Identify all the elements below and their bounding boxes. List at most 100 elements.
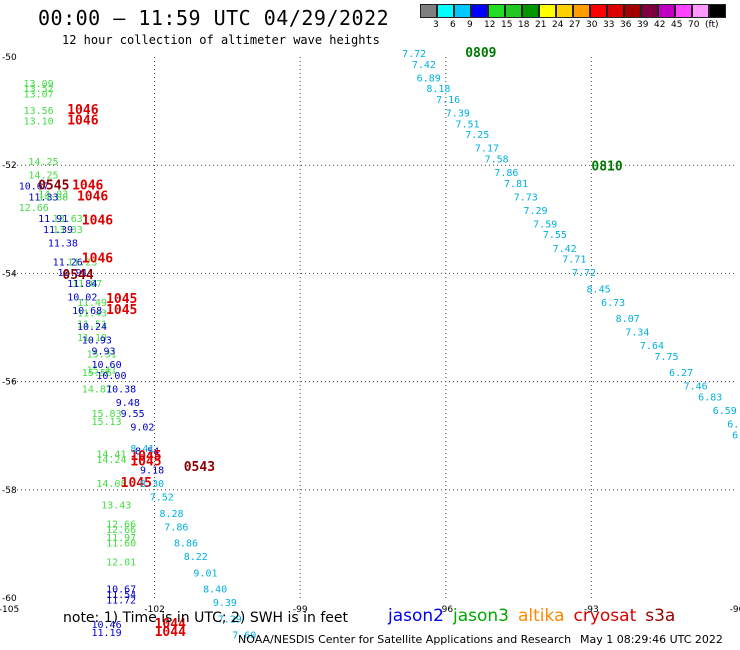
data-point-label: 7.17 xyxy=(475,144,499,155)
longitude-tick-label: -102 xyxy=(144,605,164,615)
satellite-legend: jason2 jason3 altika cryosat s3a xyxy=(388,606,684,626)
data-point-label: 13.63 xyxy=(53,214,83,225)
data-point-label: 10.67 xyxy=(19,182,49,193)
data-point-label: 13.09 xyxy=(24,79,54,90)
data-point-label: 7.16 xyxy=(436,95,460,106)
longitude-tick-label: -90 xyxy=(730,605,740,615)
color-legend: 3 6 9 12 15 18 21 24 27 30 33 36 39 42 45 70 (ft) xyxy=(420,4,726,32)
data-point-label: 14.24 xyxy=(96,455,126,466)
satellite-legend-s3a: s3a xyxy=(645,606,676,626)
data-point-label: 7.55 xyxy=(543,230,567,241)
data-point-label: 10.91 xyxy=(58,268,88,279)
data-point-label: 1045 xyxy=(130,449,161,464)
data-point-label: 8.22 xyxy=(184,552,208,563)
data-point-label: 1044 xyxy=(155,617,186,632)
data-point-label: 15.13 xyxy=(92,417,122,428)
credit-text: NOAA/NESDIS Center for Satellite Applica… xyxy=(238,633,572,646)
data-point-label: 11.72 xyxy=(106,595,136,606)
data-point-label: 15.83 xyxy=(92,409,122,420)
legend-swatch xyxy=(454,4,471,18)
data-point-label: 0544 xyxy=(62,268,93,283)
page-title: 00:00 – 11:59 UTC 04/29/2022 xyxy=(38,6,390,30)
legend-label: 42 xyxy=(654,20,666,30)
legend-swatch xyxy=(488,4,505,18)
data-point-label: 11.49 xyxy=(77,298,107,309)
data-point-label: 1044 xyxy=(155,625,186,640)
legend-label: 18 xyxy=(518,20,530,30)
data-point-label: 11.43 xyxy=(77,309,107,320)
data-point-label: 11.60 xyxy=(106,539,136,550)
data-point-label: 0545 xyxy=(38,179,69,194)
longitude-tick-label: -99 xyxy=(293,605,308,615)
data-point-label: 1046 xyxy=(72,179,103,194)
data-point-label: 11.33 xyxy=(28,192,58,203)
data-point-label: 6.27 xyxy=(669,368,693,379)
data-point-label: 6 xyxy=(732,430,738,441)
data-point-label: 1046 xyxy=(77,189,108,204)
data-point-label: 6.6 xyxy=(727,420,740,431)
legend-label: 36 xyxy=(620,20,632,30)
data-point-label: 13.10 xyxy=(24,117,54,128)
data-point-label: 11.91 xyxy=(38,214,68,225)
data-point-label: 12.66 xyxy=(19,203,49,214)
data-point-label: 13.43 xyxy=(101,501,131,512)
data-point-label: 11.19 xyxy=(77,333,107,344)
legend-swatch xyxy=(641,4,658,18)
data-point-label: 7.59 xyxy=(533,219,557,230)
legend-swatch xyxy=(539,4,556,18)
data-point-label: 7.34 xyxy=(625,328,649,339)
data-point-label: 11.97 xyxy=(106,533,136,544)
data-point-label: 10.67 xyxy=(106,585,136,596)
data-point-label: 10.24 xyxy=(77,322,107,333)
legend-swatch xyxy=(556,4,573,18)
data-point-label: 8.45 xyxy=(587,284,611,295)
data-point-label: 11.19 xyxy=(92,628,122,639)
data-point-label: 8.40 xyxy=(203,585,227,596)
data-point-label: 8.28 xyxy=(159,509,183,520)
data-point-label: 11.23 xyxy=(67,257,97,268)
latitude-tick-label: -58 xyxy=(2,486,17,496)
data-point-label: 1045 xyxy=(130,454,161,469)
data-point-label: 12.66 xyxy=(106,525,136,536)
data-point-label: 14.03 xyxy=(38,190,68,201)
generated-timestamp: May 1 08:29:46 UTC 2022 xyxy=(580,633,723,646)
data-point-label: 14.41 xyxy=(96,449,126,460)
data-point-label: 6.59 xyxy=(713,406,737,417)
data-point-label: 14.25 xyxy=(28,157,58,168)
legend-swatch xyxy=(522,4,539,18)
latitude-tick-label: -60 xyxy=(2,594,17,604)
data-point-label: 14.25 xyxy=(28,171,58,182)
data-point-label: 1045 xyxy=(106,303,137,318)
footer-note: note: 1) Time is in UTC; 2) SWH is in fe… xyxy=(63,610,349,626)
data-point-label: 11.26 xyxy=(53,257,83,268)
data-point-label: 10.02 xyxy=(67,292,97,303)
data-point-label: 7.52 xyxy=(150,493,174,504)
legend-label: 15 xyxy=(501,20,513,30)
data-point-label: 0810 xyxy=(591,160,622,175)
data-point-label: 6.73 xyxy=(601,298,625,309)
data-point-label: 10.38 xyxy=(106,384,136,395)
satellite-legend-jason3: jason3 xyxy=(453,606,509,626)
legend-label: 30 xyxy=(586,20,598,30)
legend-label: 24 xyxy=(552,20,564,30)
legend-label: 3 xyxy=(433,20,439,30)
data-point-label: 8.54 xyxy=(135,447,159,458)
data-point-label: 15.56 xyxy=(82,368,112,379)
legend-swatch xyxy=(505,4,522,18)
data-point-label: 10.93 xyxy=(82,336,112,347)
legend-swatch xyxy=(420,4,437,18)
data-point-label: 1046 xyxy=(67,103,98,118)
longitude-tick-label: -105 xyxy=(0,605,19,615)
data-point-label: 11.67 xyxy=(72,279,102,290)
data-point-label: 12.66 xyxy=(106,520,136,531)
data-point-label: 7.29 xyxy=(218,614,242,625)
data-point-label: 1046 xyxy=(82,214,113,229)
legend-label: 45 xyxy=(671,20,683,30)
data-point-label: 8.30 xyxy=(140,479,164,490)
data-point-label: 0543 xyxy=(184,460,215,475)
data-point-label: 15.41 xyxy=(87,365,117,376)
data-point-label: 11.51 xyxy=(77,320,107,331)
data-point-label: 1045 xyxy=(106,292,137,307)
data-point-label: 8.18 xyxy=(426,84,450,95)
